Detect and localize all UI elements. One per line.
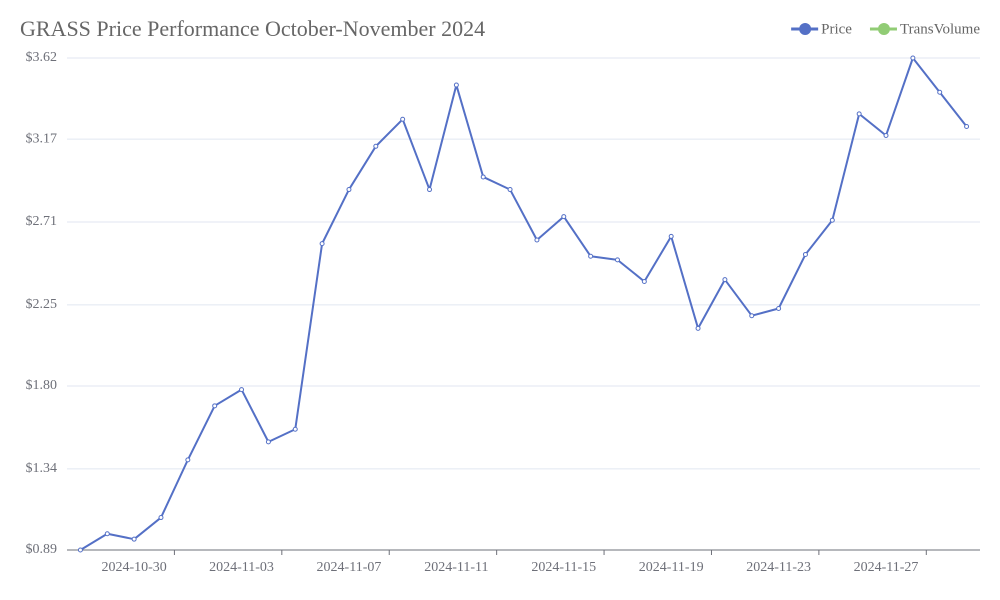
point: [695, 325, 701, 331]
point: [507, 187, 513, 193]
legend-label: TransVolume: [900, 21, 980, 37]
point: [427, 187, 433, 193]
legend-label: Price: [821, 21, 852, 37]
point: [883, 132, 889, 138]
point: [104, 531, 110, 537]
point: [641, 278, 647, 284]
y-tick-label: $2.25: [26, 297, 58, 312]
point: [722, 277, 728, 283]
x-tick-label: 2024-11-07: [317, 560, 382, 575]
point: [453, 82, 459, 88]
point: [480, 174, 486, 180]
point: [400, 116, 406, 122]
point: [668, 233, 674, 239]
line: [79, 57, 968, 551]
point: [937, 89, 943, 95]
point: [561, 214, 567, 220]
point: [776, 306, 782, 312]
point: [346, 187, 352, 193]
point: [158, 515, 164, 521]
x-tick-label: 2024-11-15: [531, 560, 596, 575]
y-tick-label: $0.89: [26, 542, 58, 557]
point: [614, 257, 620, 263]
x-tick-label: 2024-11-11: [424, 560, 488, 575]
point: [802, 251, 808, 257]
x-tick-label: 2024-10-30: [101, 560, 166, 575]
chart-title: GRASS Price Performance October-November…: [20, 16, 485, 41]
x-tick-label: 2024-11-19: [639, 560, 704, 575]
point: [292, 426, 298, 432]
x-tick-label: 2024-11-03: [209, 560, 274, 575]
y-tick-label: $1.34: [26, 461, 58, 476]
y-tick-label: $1.80: [26, 378, 58, 393]
point: [534, 237, 540, 243]
x-tick-label: 2024-11-27: [854, 560, 919, 575]
point: [185, 457, 191, 463]
point: [212, 403, 218, 409]
point: [829, 217, 835, 223]
legend-marker: [799, 23, 812, 35]
point: [910, 55, 916, 61]
point: [964, 123, 970, 129]
y-tick-label: $3.17: [26, 131, 58, 146]
legend-marker: [877, 23, 890, 35]
y-tick-label: $2.71: [26, 214, 58, 229]
x-tick-label: 2024-11-23: [746, 560, 811, 575]
point: [588, 253, 594, 259]
y-tick-label: $3.62: [26, 50, 58, 65]
point: [373, 143, 379, 149]
point: [239, 387, 245, 393]
point: [265, 439, 271, 445]
point: [749, 313, 755, 319]
point: [131, 536, 137, 542]
point: [856, 111, 862, 117]
point: [319, 241, 325, 247]
point: [77, 547, 83, 553]
